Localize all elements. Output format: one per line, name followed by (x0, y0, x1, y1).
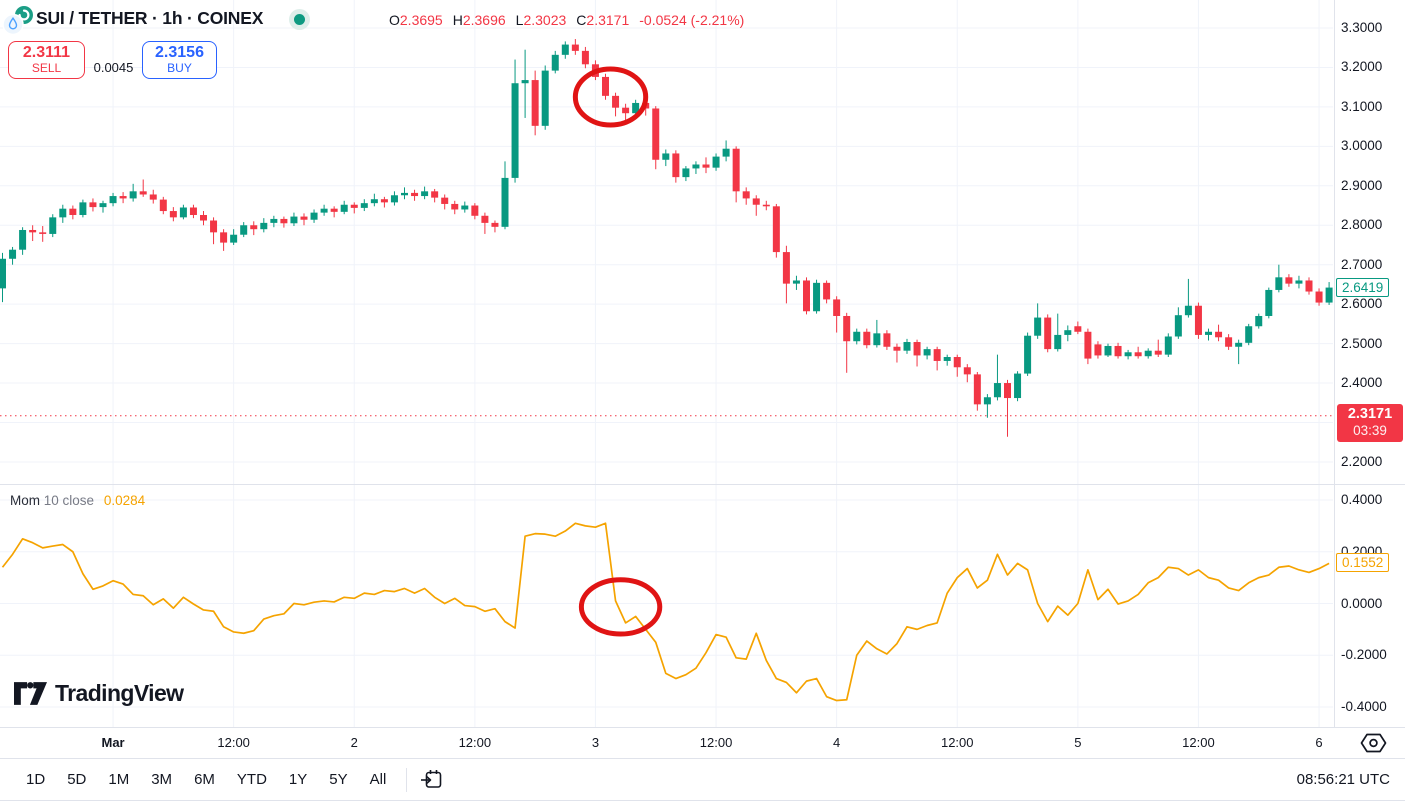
momentum-line (1, 522, 1330, 702)
spread-value: 0.0045 (93, 60, 134, 75)
time-axis-label: 12:00 (699, 735, 733, 750)
axis-tick-label: 2.6000 (1341, 296, 1383, 312)
sell-button[interactable]: 2.3111 SELL (8, 41, 85, 79)
candlestick-chart[interactable] (0, 0, 1405, 727)
annotation-circle (572, 66, 649, 128)
axis-tick-label: 0.4000 (1341, 492, 1383, 507)
indicator-value-badge: 0.1552 (1336, 553, 1390, 573)
tradingview-attribution-icon[interactable] (1360, 731, 1387, 760)
axis-tick-label: 3.1000 (1341, 98, 1383, 114)
range-button-1m[interactable]: 1M (108, 770, 130, 788)
tradingview-logo[interactable]: TradingView (14, 680, 184, 707)
time-axis-label: 3 (591, 735, 600, 750)
axis-tick-label: 0.0000 (1341, 595, 1383, 611)
bar-countdown: 03:39 (1353, 423, 1387, 439)
time-axis-label: 6 (1315, 735, 1323, 750)
range-button-ytd[interactable]: YTD (236, 770, 267, 788)
symbol-title[interactable]: SUI / TETHER · 1h · COINEX (36, 8, 264, 28)
axis-tick-label: 3.2000 (1341, 59, 1383, 75)
toolbar-divider (406, 767, 408, 792)
axis-tick-label: 2.5000 (1341, 335, 1383, 351)
utc-clock[interactable]: 08:56:21 UTC (1296, 771, 1390, 788)
range-button-6m[interactable]: 6M (194, 770, 215, 788)
annotation-circle (578, 577, 663, 637)
ohlc-readout: O2.3695 H2.3696 L2.3023 C2.3171 -0.0524 … (389, 12, 745, 28)
axis-tick-label: 3.0000 (1341, 138, 1383, 154)
time-axis-label: 4 (833, 735, 841, 750)
range-button-5y[interactable]: 5Y (329, 770, 348, 788)
axis-tick-label: 2.7000 (1341, 256, 1383, 272)
axis-tick-label: 3.3000 (1341, 20, 1383, 35)
tradingview-logo-icon (14, 682, 47, 705)
time-axis-label: 12:00 (217, 735, 250, 750)
price-change: -0.0524 (-2.21%) (639, 12, 745, 28)
range-button-all[interactable]: All (369, 770, 387, 788)
range-selector: 1D 5D 1M 3M 6M YTD 1Y 5Y All (15, 771, 397, 789)
range-button-3m[interactable]: 3M (151, 770, 173, 788)
symbol-logo-icon (2, 4, 36, 41)
range-button-1d[interactable]: 1D (26, 770, 46, 788)
axis-tick-label: -0.2000 (1341, 647, 1387, 663)
current-price-badge: 2.3171 03:39 (1337, 403, 1403, 443)
candles-group (0, 39, 1333, 437)
time-axis-label: 12:00 (1182, 735, 1215, 750)
range-button-5d[interactable]: 5D (67, 770, 87, 788)
bottom-toolbar: 1D 5D 1M 3M 6M YTD 1Y 5Y All 08:56:21 UTC (0, 758, 1405, 801)
time-axis-label: Mar (101, 735, 125, 750)
last-close-badge: 2.6419 (1336, 277, 1390, 297)
go-to-date-button[interactable] (420, 769, 443, 790)
axis-tick-label: 2.8000 (1341, 217, 1383, 233)
axis-tick-label: 2.2000 (1341, 453, 1383, 469)
indicator-legend[interactable]: Mom 10 close 0.0284 (10, 493, 146, 508)
time-axis[interactable]: Mar 12:00 2 12:00 3 12:00 4 12:00 5 12:00 6 (0, 727, 1405, 758)
axis-tick-label: 2.4000 (1341, 375, 1383, 391)
market-status-icon (289, 9, 310, 30)
time-axis-label: 5 (1074, 735, 1082, 750)
range-button-1y[interactable]: 1Y (288, 770, 308, 788)
axis-tick-label: 2.9000 (1341, 177, 1383, 193)
axis-tick-label: -0.4000 (1341, 699, 1387, 714)
buy-button[interactable]: 2.3156 BUY (142, 41, 217, 79)
indicator-value: 0.0284 (103, 493, 146, 508)
time-axis-label: 12:00 (458, 735, 492, 750)
time-axis-label: 2 (350, 735, 358, 750)
time-axis-label: 12:00 (940, 735, 974, 750)
